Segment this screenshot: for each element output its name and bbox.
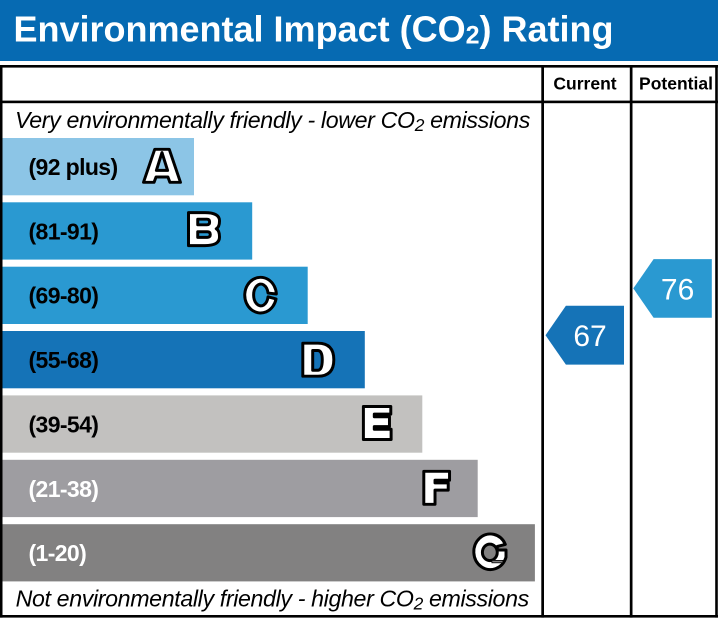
svg-text:Potential: Potential: [639, 74, 713, 94]
svg-text:(55-68): (55-68): [29, 347, 99, 373]
svg-text:(21-38): (21-38): [29, 476, 99, 502]
svg-text:Not environmentally friendly -: Not environmentally friendly - higher CO…: [16, 586, 530, 614]
svg-text:(1-20): (1-20): [29, 540, 87, 566]
svg-text:Very environmentally friendly: Very environmentally friendly - lower CO…: [15, 107, 531, 135]
svg-text:76: 76: [661, 273, 694, 306]
svg-text:(92 plus): (92 plus): [29, 154, 118, 180]
svg-text:Environmental Impact (CO2) Rat: Environmental Impact (CO2) Rating: [14, 9, 614, 50]
svg-text:(69-80): (69-80): [29, 283, 99, 309]
svg-text:(81-91): (81-91): [29, 218, 99, 244]
svg-text:Current: Current: [553, 74, 616, 94]
svg-text:67: 67: [573, 320, 606, 353]
svg-text:(39-54): (39-54): [29, 411, 99, 437]
